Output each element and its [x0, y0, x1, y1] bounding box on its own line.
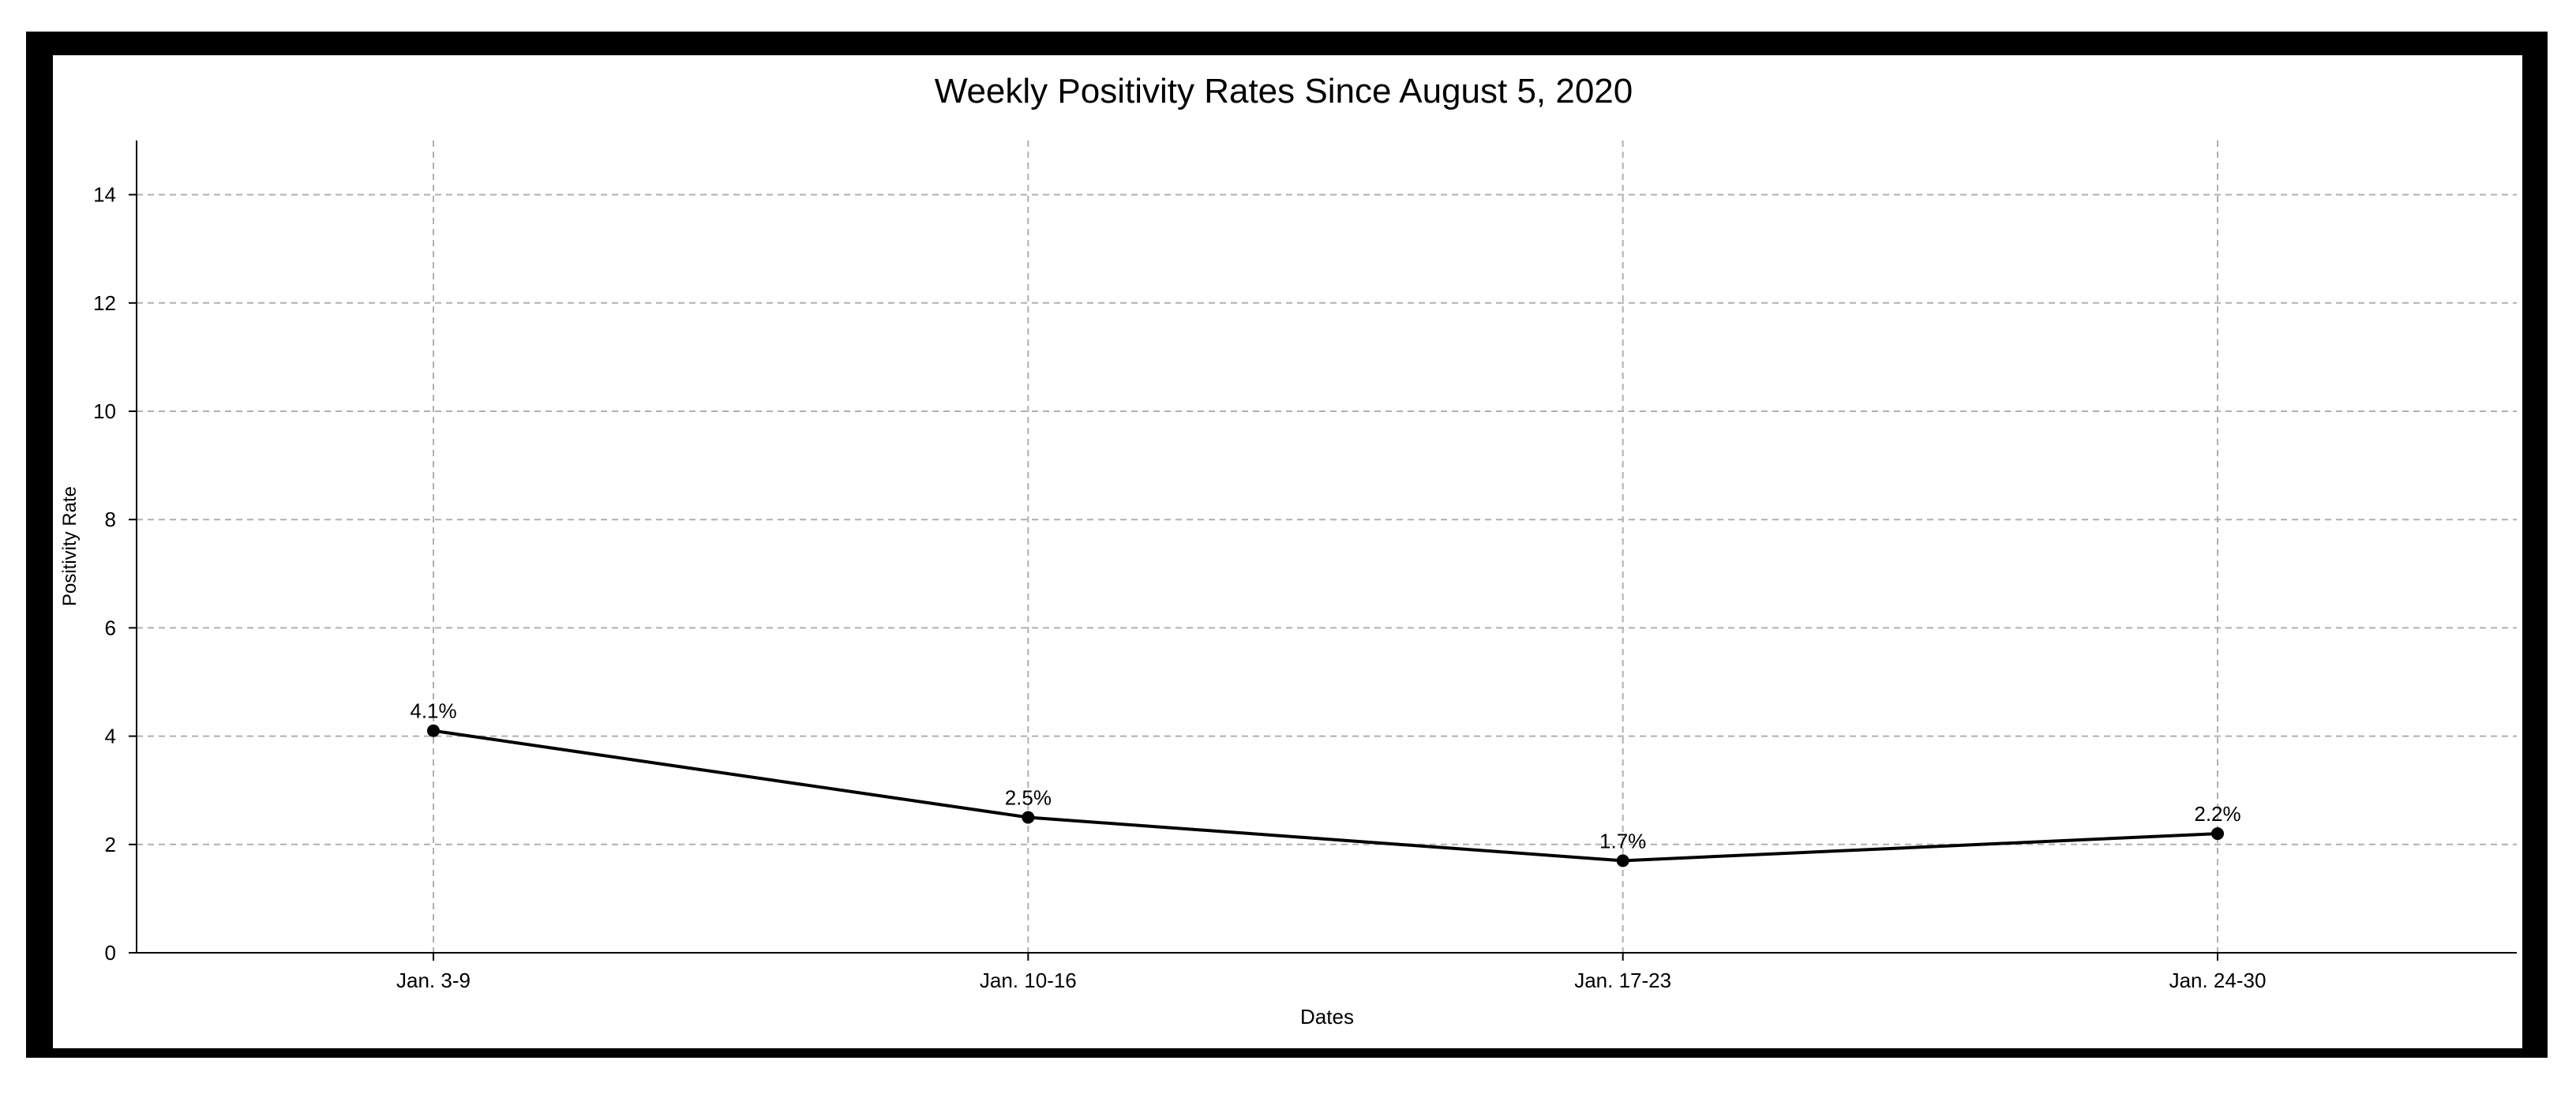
y-tick-label: 12 [93, 291, 116, 315]
x-tick-label: Jan. 3-9 [396, 969, 471, 992]
data-label: 2.5% [1005, 786, 1052, 810]
data-point [1022, 811, 1035, 824]
y-tick-label: 10 [93, 399, 116, 423]
data-point [1616, 854, 1629, 868]
y-tick-label: 6 [105, 616, 116, 639]
y-tick-label: 4 [105, 725, 116, 748]
data-label: 4.1% [410, 699, 456, 723]
y-axis-label: Positivity Rate [59, 486, 81, 606]
chart-title: Weekly Positivity Rates Since August 5, … [935, 72, 1633, 111]
x-tick-label: Jan. 24-30 [2169, 969, 2267, 992]
data-point [427, 724, 440, 737]
y-tick-label: 14 [93, 183, 116, 207]
x-tick-label: Jan. 17-23 [1574, 969, 1671, 992]
y-tick-label: 0 [105, 941, 116, 965]
y-tick-label: 2 [105, 833, 116, 856]
data-label: 2.2% [2194, 802, 2240, 826]
data-points: 4.1% 2.5% 1.7% 2.2% [410, 699, 2241, 868]
x-tick-label: Jan. 10-16 [980, 969, 1077, 992]
series-line [433, 729, 2218, 863]
data-label: 1.7% [1599, 829, 1646, 853]
ticks: 0 2 4 6 8 10 12 14 Jan. 3-9 Jan. 10-16 Jan. 17-23 J… [93, 183, 2266, 992]
x-axis-label: Dates [1300, 1005, 1354, 1029]
data-point [2211, 827, 2224, 841]
grid [137, 141, 2517, 953]
chart-panel [53, 55, 2522, 1048]
y-tick-label: 8 [105, 508, 116, 531]
